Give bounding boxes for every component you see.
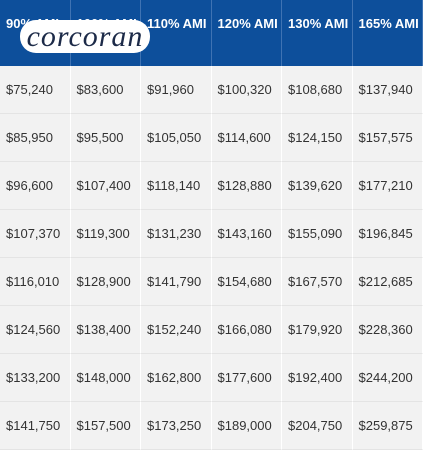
table-cell: $192,400: [282, 354, 353, 402]
table-cell: $107,370: [0, 210, 71, 258]
table-cell: $124,150: [282, 114, 353, 162]
table-cell: $131,230: [141, 210, 212, 258]
logo: corcoran: [20, 20, 150, 53]
table-cell: $75,240: [0, 66, 71, 114]
table-cell: $154,680: [211, 258, 282, 306]
column-header: 130% AMI: [282, 0, 353, 66]
table-cell: $148,000: [70, 354, 141, 402]
table-cell: $244,200: [352, 354, 423, 402]
table-cell: $91,960: [141, 66, 212, 114]
column-header: 110% AMI: [141, 0, 212, 66]
column-header: 120% AMI: [211, 0, 282, 66]
table-cell: $177,210: [352, 162, 423, 210]
table-cell: $189,000: [211, 402, 282, 450]
table-cell: $141,750: [0, 402, 71, 450]
table-cell: $166,080: [211, 306, 282, 354]
table-cell: $100,320: [211, 66, 282, 114]
table-cell: $105,050: [141, 114, 212, 162]
table-cell: $138,400: [70, 306, 141, 354]
table-cell: $119,300: [70, 210, 141, 258]
table-cell: $157,500: [70, 402, 141, 450]
table-cell: $116,010: [0, 258, 71, 306]
table-cell: $212,685: [352, 258, 423, 306]
table-cell: $179,920: [282, 306, 353, 354]
table-cell: $152,240: [141, 306, 212, 354]
table-cell: $128,880: [211, 162, 282, 210]
column-header: 165% AMI: [352, 0, 423, 66]
table-cell: $196,845: [352, 210, 423, 258]
table-cell: $141,790: [141, 258, 212, 306]
table-cell: $85,950: [0, 114, 71, 162]
table-cell: $108,680: [282, 66, 353, 114]
table-cell: $167,570: [282, 258, 353, 306]
table-cell: $228,360: [352, 306, 423, 354]
table-cell: $124,560: [0, 306, 71, 354]
table-cell: $143,160: [211, 210, 282, 258]
table-cell: $259,875: [352, 402, 423, 450]
table-cell: $177,600: [211, 354, 282, 402]
table-cell: $137,940: [352, 66, 423, 114]
table-cell: $128,900: [70, 258, 141, 306]
table-cell: $204,750: [282, 402, 353, 450]
table-cell: $114,600: [211, 114, 282, 162]
table-cell: $118,140: [141, 162, 212, 210]
table-cell: $139,620: [282, 162, 353, 210]
table-cell: $162,800: [141, 354, 212, 402]
table-cell: $173,250: [141, 402, 212, 450]
table-cell: $95,500: [70, 114, 141, 162]
table-cell: $157,575: [352, 114, 423, 162]
table-cell: $107,400: [70, 162, 141, 210]
table-cell: $83,600: [70, 66, 141, 114]
table-cell: $155,090: [282, 210, 353, 258]
table-cell: $96,600: [0, 162, 71, 210]
table-cell: $133,200: [0, 354, 71, 402]
